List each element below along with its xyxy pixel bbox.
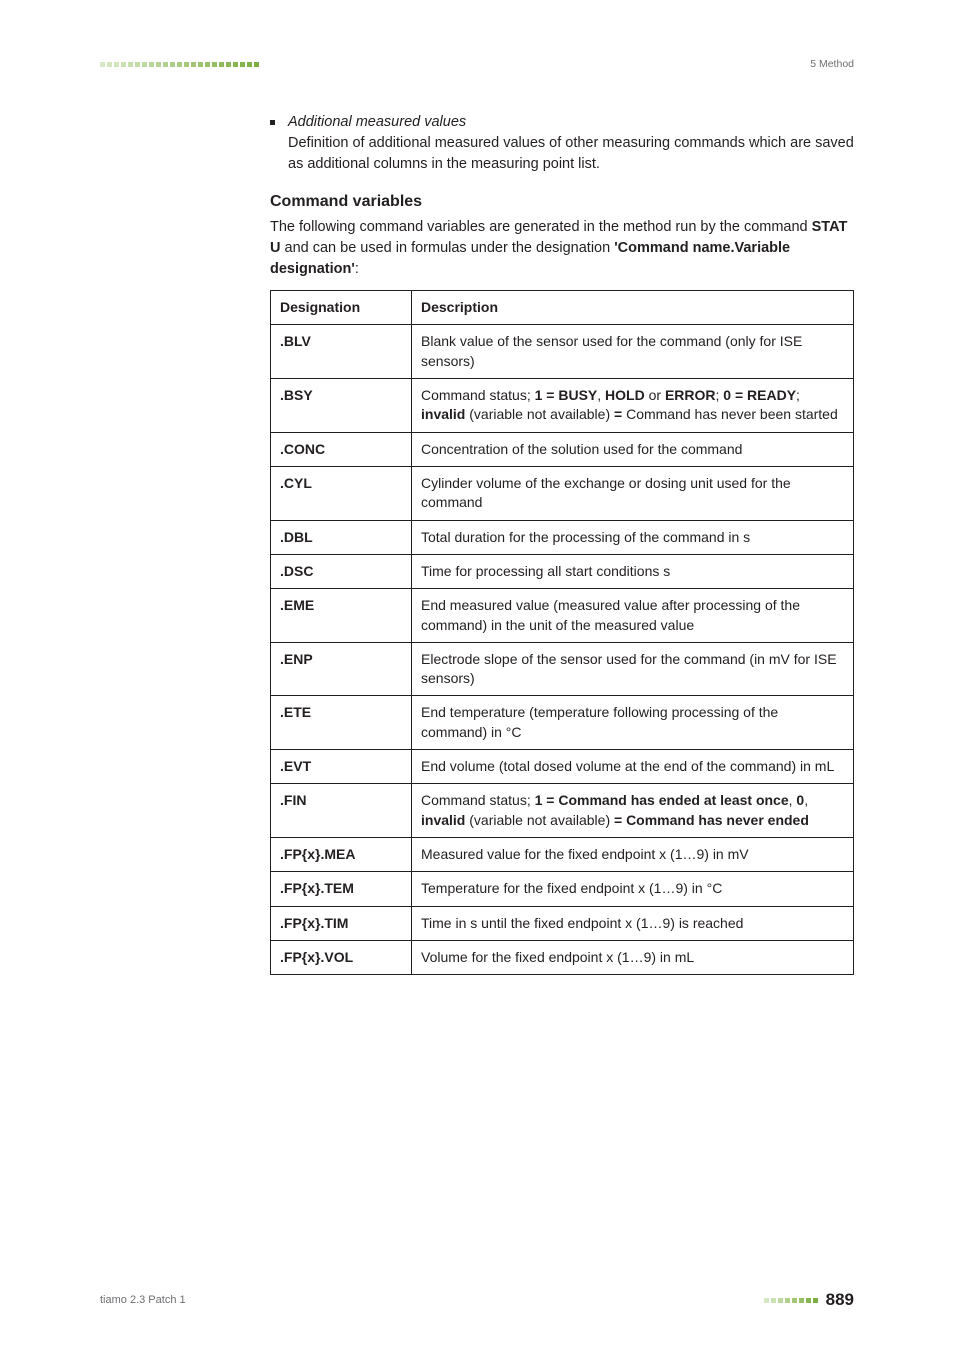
designation-cell: .EME: [271, 589, 412, 643]
designation-cell: .CONC: [271, 432, 412, 466]
bullet-lead: Additional measured values: [288, 114, 466, 130]
table-row: .FP{x}.TEMTemperature for the fixed endp…: [271, 872, 854, 906]
designation-cell: .FP{x}.MEA: [271, 838, 412, 872]
designation-cell: .FP{x}.TEM: [271, 872, 412, 906]
designation-cell: .ENP: [271, 642, 412, 696]
description-cell: Time in s until the fixed endpoint x (1……: [412, 906, 854, 940]
table-row: .CYLCylinder volume of the exchange or d…: [271, 466, 854, 520]
table-row: .CONCConcentration of the solution used …: [271, 432, 854, 466]
table-row: .BSYCommand status; 1 = BUSY, HOLD or ER…: [271, 379, 854, 433]
description-cell: End temperature (temperature following p…: [412, 696, 854, 750]
table-row: .ENPElectrode slope of the sensor used f…: [271, 642, 854, 696]
designation-cell: .FP{x}.VOL: [271, 940, 412, 974]
section-label: 5 Method: [810, 58, 854, 70]
designation-cell: .BSY: [271, 379, 412, 433]
table-header-designation: Designation: [271, 291, 412, 325]
description-cell: Cylinder volume of the exchange or dosin…: [412, 466, 854, 520]
description-cell: Volume for the fixed endpoint x (1…9) in…: [412, 940, 854, 974]
table-row: .BLVBlank value of the sensor used for t…: [271, 325, 854, 379]
table-row: .EMEEnd measured value (measured value a…: [271, 589, 854, 643]
description-cell: Command status; 1 = Command has ended at…: [412, 784, 854, 838]
command-variables-intro: The following command variables are gene…: [270, 217, 854, 280]
bullet-additional-values: Additional measured values Definition of…: [270, 112, 854, 175]
designation-cell: .EVT: [271, 750, 412, 784]
footer-left: tiamo 2.3 Patch 1: [100, 1294, 186, 1306]
description-cell: End measured value (measured value after…: [412, 589, 854, 643]
bullet-body: Definition of additional measured values…: [288, 135, 854, 172]
designation-cell: .CYL: [271, 466, 412, 520]
command-variables-table: Designation Description .BLVBlank value …: [270, 290, 854, 975]
description-cell: Time for processing all start conditions…: [412, 554, 854, 588]
table-header-description: Description: [412, 291, 854, 325]
table-row: .EVTEnd volume (total dosed volume at th…: [271, 750, 854, 784]
description-cell: Blank value of the sensor used for the c…: [412, 325, 854, 379]
designation-cell: .DBL: [271, 520, 412, 554]
footer-squares: [764, 1298, 820, 1303]
table-row: .FP{x}.VOLVolume for the fixed endpoint …: [271, 940, 854, 974]
table-row: .ETEEnd temperature (temperature followi…: [271, 696, 854, 750]
table-row: .FP{x}.TIMTime in s until the fixed endp…: [271, 906, 854, 940]
description-cell: Command status; 1 = BUSY, HOLD or ERROR;…: [412, 379, 854, 433]
page-number: 889: [826, 1290, 854, 1310]
table-row: .FINCommand status; 1 = Command has ende…: [271, 784, 854, 838]
description-cell: Temperature for the fixed endpoint x (1……: [412, 872, 854, 906]
table-row: .FP{x}.MEAMeasured value for the fixed e…: [271, 838, 854, 872]
command-variables-heading: Command variables: [270, 193, 854, 211]
designation-cell: .DSC: [271, 554, 412, 588]
designation-cell: .FP{x}.TIM: [271, 906, 412, 940]
designation-cell: .FIN: [271, 784, 412, 838]
description-cell: Concentration of the solution used for t…: [412, 432, 854, 466]
description-cell: Total duration for the processing of the…: [412, 520, 854, 554]
designation-cell: .BLV: [271, 325, 412, 379]
header-squares: [100, 62, 261, 67]
designation-cell: .ETE: [271, 696, 412, 750]
description-cell: Measured value for the fixed endpoint x …: [412, 838, 854, 872]
description-cell: End volume (total dosed volume at the en…: [412, 750, 854, 784]
table-row: .DSCTime for processing all start condit…: [271, 554, 854, 588]
description-cell: Electrode slope of the sensor used for t…: [412, 642, 854, 696]
table-row: .DBLTotal duration for the processing of…: [271, 520, 854, 554]
